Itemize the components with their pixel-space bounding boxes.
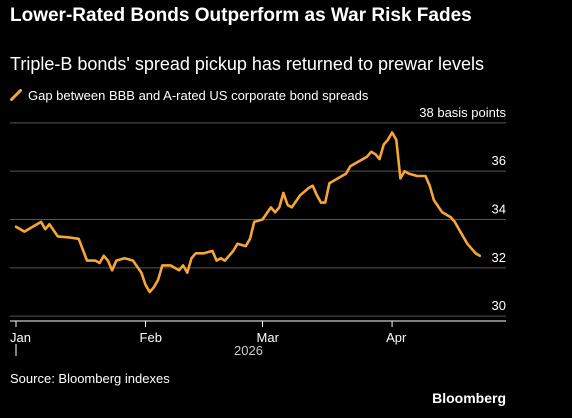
legend: Gap between BBB and A-rated US corporate… <box>10 86 368 104</box>
bloomberg-logo: Bloomberg <box>432 390 506 406</box>
series-line <box>14 131 482 294</box>
y-axis-labels: 38 basis points 36 34 32 30 <box>419 105 506 313</box>
y-tick-label: 38 basis points <box>419 105 506 120</box>
x-axis-ticks: Jan Feb Mar Apr <box>10 321 407 345</box>
y-tick-label: 34 <box>492 202 506 217</box>
y-tick-label: 36 <box>492 153 506 168</box>
legend-label: Gap between BBB and A-rated US corporate… <box>28 87 369 103</box>
legend-swatch-icon <box>10 89 22 101</box>
chart-subtitle: Triple-B bonds' spread pickup has return… <box>10 54 485 74</box>
x-tick-label: Feb <box>140 330 162 345</box>
x-tick-label: Jan <box>10 330 31 345</box>
year-label: 2026 <box>234 343 263 358</box>
y-tick-label: 30 <box>492 298 506 313</box>
x-tick-label: Apr <box>386 330 407 345</box>
chart-title: Lower-Rated Bonds Outperform as War Risk… <box>10 5 472 26</box>
source-note: Source: Bloomberg indexes <box>10 371 170 386</box>
y-tick-label: 32 <box>492 250 506 265</box>
x-tick-label: Mar <box>257 330 280 345</box>
